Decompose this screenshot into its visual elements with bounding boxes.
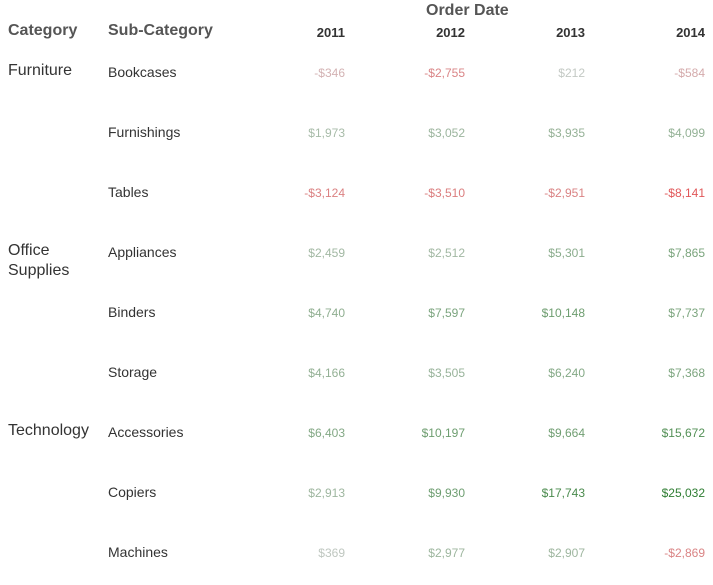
category-header[interactable]: Category xyxy=(8,22,78,39)
profit-cell[interactable]: $7,865 xyxy=(668,246,705,260)
profit-cell[interactable]: $7,597 xyxy=(428,306,465,320)
category-label[interactable]: Technology xyxy=(8,422,89,439)
profit-cell[interactable]: $25,032 xyxy=(661,486,705,500)
profit-cell[interactable]: $2,913 xyxy=(308,486,345,500)
profit-cell[interactable]: $3,052 xyxy=(428,126,465,140)
profit-cell[interactable]: $9,930 xyxy=(428,486,465,500)
profit-cell[interactable]: $2,512 xyxy=(428,246,465,260)
profit-cell[interactable]: -$2,951 xyxy=(544,186,585,200)
year-header-2011[interactable]: 2011 xyxy=(316,25,345,40)
profit-cell[interactable]: $4,166 xyxy=(308,366,345,380)
year-header-2012[interactable]: 2012 xyxy=(436,25,465,40)
sub-category-label[interactable]: Storage xyxy=(108,364,158,380)
category-label[interactable]: Furniture xyxy=(8,62,73,79)
sub-category-label[interactable]: Appliances xyxy=(108,244,177,260)
profit-cell[interactable]: $6,403 xyxy=(308,426,345,440)
profit-cell[interactable]: $10,197 xyxy=(421,426,465,440)
profit-cell[interactable]: $3,935 xyxy=(548,126,585,140)
sub-category-label[interactable]: Machines xyxy=(108,544,168,560)
profit-cell[interactable]: -$3,124 xyxy=(304,186,345,200)
order-date-header[interactable]: Order Date xyxy=(426,2,509,19)
profit-cell[interactable]: $7,368 xyxy=(668,366,705,380)
sub-category-label[interactable]: Tables xyxy=(108,184,149,200)
profit-cell[interactable]: $1,973 xyxy=(308,126,345,140)
sub-category-header[interactable]: Sub-Category xyxy=(108,22,213,39)
profit-cell[interactable]: $3,505 xyxy=(428,366,465,380)
sub-category-label[interactable]: Binders xyxy=(108,304,156,320)
profit-cell[interactable]: $2,907 xyxy=(548,546,585,560)
profit-cell[interactable]: $15,672 xyxy=(661,426,705,440)
profit-cell[interactable]: $10,148 xyxy=(541,306,585,320)
profit-cell[interactable]: -$2,755 xyxy=(424,66,465,80)
profit-cell[interactable]: $6,240 xyxy=(548,366,585,380)
profit-cell[interactable]: $17,743 xyxy=(541,486,585,500)
sub-category-label[interactable]: Furnishings xyxy=(108,124,181,140)
profit-cell[interactable]: $2,459 xyxy=(308,246,345,260)
profit-cell[interactable]: $212 xyxy=(558,66,585,80)
profit-cell[interactable]: $4,740 xyxy=(308,306,345,320)
profit-cell[interactable]: $9,664 xyxy=(548,426,585,440)
profit-cell[interactable]: -$584 xyxy=(674,66,705,80)
year-header-2013[interactable]: 2013 xyxy=(556,25,585,40)
profit-cell[interactable]: $369 xyxy=(318,546,345,560)
profit-cell[interactable]: -$346 xyxy=(314,66,345,80)
category-label[interactable]: Office Supplies xyxy=(8,242,70,279)
profit-cell[interactable]: $5,301 xyxy=(548,246,585,260)
profit-cell[interactable]: $4,099 xyxy=(668,126,705,140)
sub-category-label[interactable]: Copiers xyxy=(108,484,157,500)
profit-cell[interactable]: -$2,869 xyxy=(664,546,705,560)
year-header-2014[interactable]: 2014 xyxy=(676,25,705,40)
profit-cell[interactable]: -$8,141 xyxy=(664,186,705,200)
sub-category-label[interactable]: Accessories xyxy=(108,424,184,440)
sub-category-label[interactable]: Bookcases xyxy=(108,64,177,80)
profit-cell[interactable]: -$3,510 xyxy=(424,186,465,200)
profit-cell[interactable]: $2,977 xyxy=(428,546,465,560)
profit-cell[interactable]: $7,737 xyxy=(668,306,705,320)
